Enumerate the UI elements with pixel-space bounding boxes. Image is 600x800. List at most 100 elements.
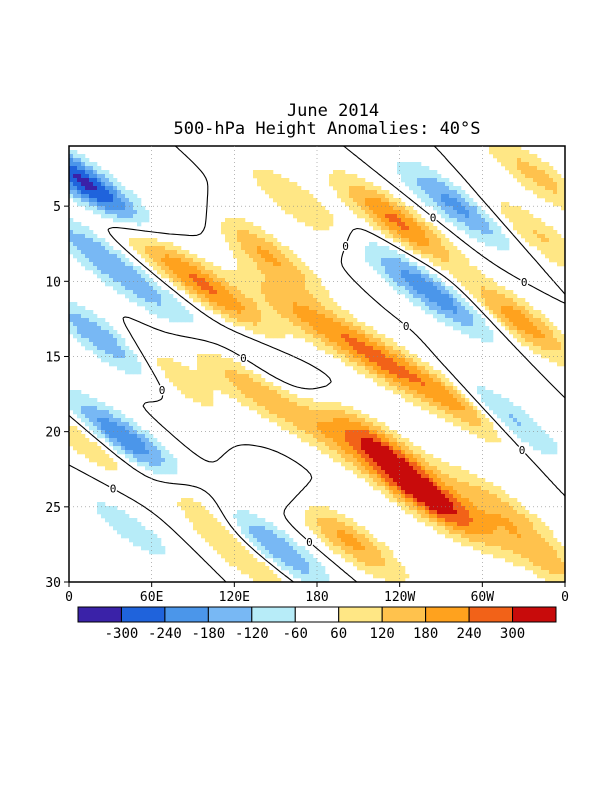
anomaly-cell [137,206,142,211]
anomaly-cell [137,238,142,243]
anomaly-cell [197,282,202,287]
anomaly-cell [125,358,130,363]
anomaly-cell [357,190,362,195]
anomaly-cell [537,182,542,187]
anomaly-cell [113,258,118,263]
anomaly-cell [385,194,390,199]
anomaly-cell [545,250,550,255]
anomaly-cell [241,270,246,275]
anomaly-cell [101,206,106,211]
anomaly-cell [381,378,386,383]
anomaly-cell [165,362,170,367]
anomaly-cell [141,206,146,211]
anomaly-cell [165,254,170,259]
anomaly-cell [273,258,278,263]
anomaly-cell [533,326,538,331]
anomaly-cell [349,418,354,423]
anomaly-cell [333,510,338,515]
anomaly-cell [417,450,422,455]
anomaly-cell [101,246,106,251]
anomaly-cell [437,390,442,395]
anomaly-cell [417,466,422,471]
anomaly-cell [173,298,178,303]
anomaly-cell [461,482,466,487]
anomaly-cell [85,322,90,327]
anomaly-cell [437,262,442,267]
anomaly-cell [481,514,486,519]
anomaly-cell [253,274,258,279]
anomaly-cell [109,274,114,279]
anomaly-cell [241,250,246,255]
anomaly-cell [241,266,246,271]
anomaly-cell [129,458,134,463]
anomaly-cell [421,170,426,175]
anomaly-cell [77,230,82,235]
anomaly-cell [389,470,394,475]
anomaly-cell [201,514,206,519]
anomaly-cell [121,262,126,267]
anomaly-cell [81,318,86,323]
anomaly-cell [301,282,306,287]
anomaly-cell [245,226,250,231]
anomaly-cell [249,402,254,407]
anomaly-cell [461,426,466,431]
anomaly-cell [357,458,362,463]
anomaly-cell [289,258,294,263]
anomaly-cell [197,390,202,395]
anomaly-cell [321,338,326,343]
anomaly-cell [469,498,474,503]
anomaly-cell [141,430,146,435]
anomaly-cell [245,390,250,395]
anomaly-cell [345,314,350,319]
anomaly-cell [453,398,458,403]
anomaly-cell [461,510,466,515]
anomaly-cell [377,186,382,191]
anomaly-cell [429,282,434,287]
anomaly-cell [253,390,258,395]
anomaly-cell [129,430,134,435]
anomaly-cell [437,210,442,215]
anomaly-cell [409,462,414,467]
anomaly-cell [445,478,450,483]
anomaly-cell [249,286,254,291]
anomaly-cell [217,374,222,379]
anomaly-cell [417,186,422,191]
anomaly-cell [401,362,406,367]
anomaly-cell [261,286,266,291]
anomaly-cell [409,290,414,295]
anomaly-cell [97,354,102,359]
anomaly-cell [365,186,370,191]
anomaly-cell [221,362,226,367]
anomaly-cell [473,286,478,291]
anomaly-cell [409,370,414,375]
anomaly-cell [305,190,310,195]
anomaly-cell [197,502,202,507]
anomaly-cell [533,346,538,351]
anomaly-cell [497,238,502,243]
anomaly-cell [369,194,374,199]
anomaly-cell [141,298,146,303]
anomaly-cell [517,418,522,423]
anomaly-cell [137,462,142,467]
anomaly-cell [425,234,430,239]
anomaly-cell [413,266,418,271]
anomaly-cell [537,162,542,167]
anomaly-cell [517,314,522,319]
anomaly-cell [445,490,450,495]
anomaly-cell [305,270,310,275]
anomaly-cell [401,178,406,183]
anomaly-cell [81,434,86,439]
anomaly-cell [85,170,90,175]
anomaly-cell [433,178,438,183]
anomaly-cell [345,354,350,359]
anomaly-cell [73,150,78,155]
anomaly-cell [389,430,394,435]
anomaly-cell [425,238,430,243]
anomaly-cell [489,402,494,407]
anomaly-cell [505,518,510,523]
anomaly-cell [401,174,406,179]
anomaly-cell [341,326,346,331]
anomaly-cell [213,358,218,363]
anomaly-cell [309,326,314,331]
anomaly-cell [397,470,402,475]
